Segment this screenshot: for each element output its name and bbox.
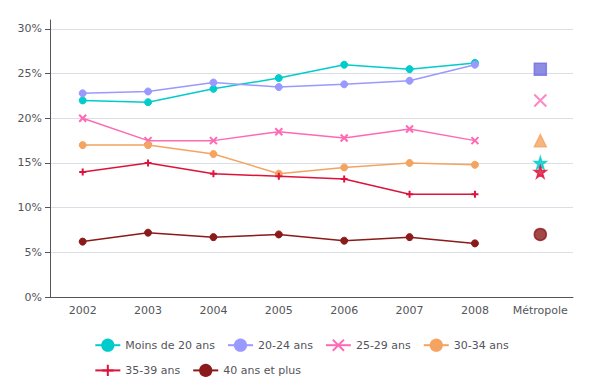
svg-text:40 ans et plus: 40 ans et plus bbox=[223, 364, 301, 377]
svg-text:30%: 30% bbox=[18, 22, 42, 35]
svg-text:2006: 2006 bbox=[330, 304, 358, 317]
svg-text:20-24 ans: 20-24 ans bbox=[258, 339, 313, 352]
svg-text:Métropole: Métropole bbox=[513, 304, 568, 317]
svg-text:25-29 ans: 25-29 ans bbox=[356, 339, 411, 352]
svg-text:20%: 20% bbox=[18, 112, 42, 125]
svg-text:35-39 ans: 35-39 ans bbox=[125, 364, 180, 377]
svg-text:Moins de 20 ans: Moins de 20 ans bbox=[125, 339, 215, 352]
svg-text:0%: 0% bbox=[25, 291, 42, 304]
svg-text:15%: 15% bbox=[18, 156, 42, 169]
svg-text:2004: 2004 bbox=[199, 304, 227, 317]
svg-text:25%: 25% bbox=[18, 67, 42, 80]
svg-text:10%: 10% bbox=[18, 201, 42, 214]
svg-text:30-34 ans: 30-34 ans bbox=[454, 339, 509, 352]
svg-text:2002: 2002 bbox=[69, 304, 97, 317]
svg-text:2003: 2003 bbox=[134, 304, 162, 317]
svg-text:2005: 2005 bbox=[265, 304, 293, 317]
svg-text:5%: 5% bbox=[25, 246, 42, 259]
svg-text:2008: 2008 bbox=[461, 304, 489, 317]
svg-text:2007: 2007 bbox=[396, 304, 424, 317]
